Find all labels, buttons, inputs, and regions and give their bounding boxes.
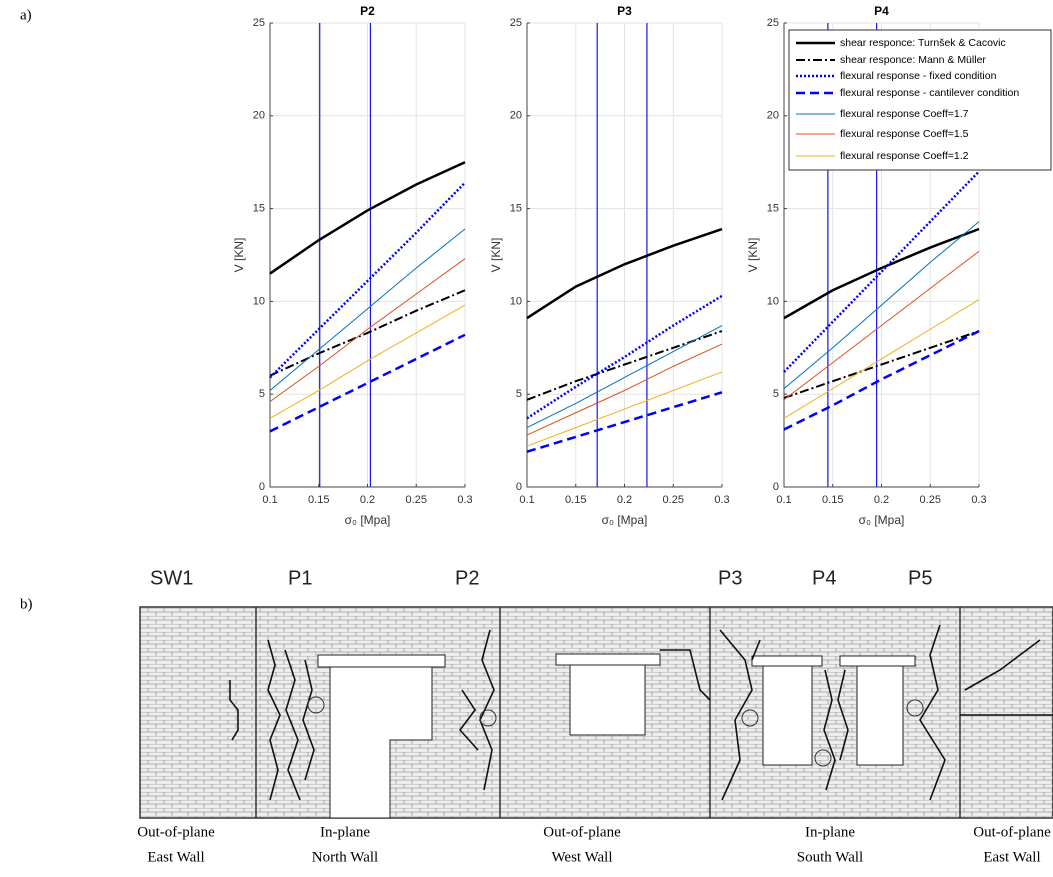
legend-label: flexural response Coeff=1.7 — [840, 108, 969, 120]
chart-title: P4 — [874, 4, 889, 18]
wall-label: In-plane — [805, 824, 855, 840]
y-tick-label: 20 — [510, 110, 522, 122]
y-tick-label: 10 — [510, 295, 522, 307]
y-tick-label: 10 — [767, 295, 779, 307]
y-tick-label: 25 — [253, 17, 265, 29]
y-tick-label: 20 — [767, 110, 779, 122]
x-tick-label: 0.1 — [262, 494, 277, 506]
pier-label: P3 — [718, 567, 742, 589]
chart-title: P3 — [617, 4, 632, 18]
legend: shear responce: Turnšek & Cacovic shear r… — [789, 30, 1051, 170]
wall-label: North Wall — [312, 849, 378, 865]
chart-title: P2 — [360, 4, 375, 18]
wall-label: Out-of-plane — [543, 824, 621, 840]
y-axis-label: V [KN] — [232, 238, 246, 273]
chart: 0 5 10 15 20 25 0.1 0.15 0.2 0.25 0.3 P2 σ₀ [Mpa] V [… — [232, 4, 472, 527]
x-axis-label: σ₀ [Mpa] — [602, 513, 648, 527]
pier-label: P2 — [455, 567, 479, 589]
y-axis-label: V [KN] — [489, 238, 503, 273]
pier-label: SW1 — [150, 567, 193, 589]
x-tick-label: 0.1 — [519, 494, 534, 506]
chart: 0 5 10 15 20 25 0.1 0.15 0.2 0.25 0.3 P4 σ₀ [Mpa] V [… — [746, 4, 1051, 527]
figure: a) b) 05101520250.10.150.20.250.3P2σ₀ [M… — [0, 0, 1053, 872]
y-tick-label: 5 — [773, 388, 779, 400]
x-tick-label: 0.25 — [663, 494, 684, 506]
y-tick-label: 15 — [767, 203, 779, 215]
y-tick-label: 5 — [259, 388, 265, 400]
wall-label: In-plane — [320, 824, 370, 840]
y-tick-label: 5 — [516, 388, 522, 400]
x-tick-label: 0.15 — [308, 494, 329, 506]
legend-label: flexural response Coeff=1.5 — [840, 128, 969, 140]
y-tick-label: 0 — [516, 481, 522, 493]
panel-label: a) — [20, 7, 32, 23]
wall-label: South Wall — [797, 849, 863, 865]
chart: 0 5 10 15 20 25 0.1 0.15 0.2 0.25 0.3 P3 σ₀ [Mpa] V [… — [489, 4, 729, 527]
y-tick-label: 15 — [510, 203, 522, 215]
x-axis-label: σ₀ [Mpa] — [859, 513, 905, 527]
x-tick-label: 0.3 — [714, 494, 729, 506]
x-tick-label: 0.2 — [360, 494, 375, 506]
wall-label: Out-of-plane — [137, 824, 215, 840]
y-axis-label: V [KN] — [746, 238, 760, 273]
wall-label: West Wall — [551, 849, 612, 865]
y-tick-label: 25 — [510, 17, 522, 29]
legend-label: shear responce: Turnšek & Cacovic — [840, 37, 1006, 49]
x-tick-label: 0.25 — [920, 494, 941, 506]
legend-label: flexural response - fixed condition — [840, 70, 997, 82]
y-tick-label: 25 — [767, 17, 779, 29]
wall-label: Out-of-plane — [973, 824, 1051, 840]
wall-drawing — [140, 607, 1053, 818]
x-tick-label: 0.1 — [776, 494, 791, 506]
legend-label: flexural response - cantilever condition — [840, 87, 1019, 99]
x-axis-label: σ₀ [Mpa] — [345, 513, 391, 527]
x-tick-label: 0.3 — [971, 494, 986, 506]
panel-label: b) — [20, 596, 33, 612]
legend-label: shear responce: Mann & Müller — [840, 54, 986, 66]
pier-label: P1 — [288, 567, 312, 589]
x-tick-label: 0.25 — [406, 494, 427, 506]
x-tick-label: 0.15 — [565, 494, 586, 506]
pier-label: P4 — [812, 567, 836, 589]
y-tick-label: 10 — [253, 295, 265, 307]
y-tick-label: 0 — [259, 481, 265, 493]
y-tick-label: 15 — [253, 203, 265, 215]
x-tick-label: 0.15 — [822, 494, 843, 506]
wall-label: East Wall — [983, 849, 1040, 865]
wall-label: East Wall — [147, 849, 204, 865]
x-tick-label: 0.2 — [617, 494, 632, 506]
pier-label: P5 — [908, 567, 932, 589]
y-tick-label: 20 — [253, 110, 265, 122]
y-tick-label: 0 — [773, 481, 779, 493]
x-tick-label: 0.3 — [457, 494, 472, 506]
legend-label: flexural response Coeff=1.2 — [840, 150, 969, 162]
x-tick-label: 0.2 — [874, 494, 889, 506]
